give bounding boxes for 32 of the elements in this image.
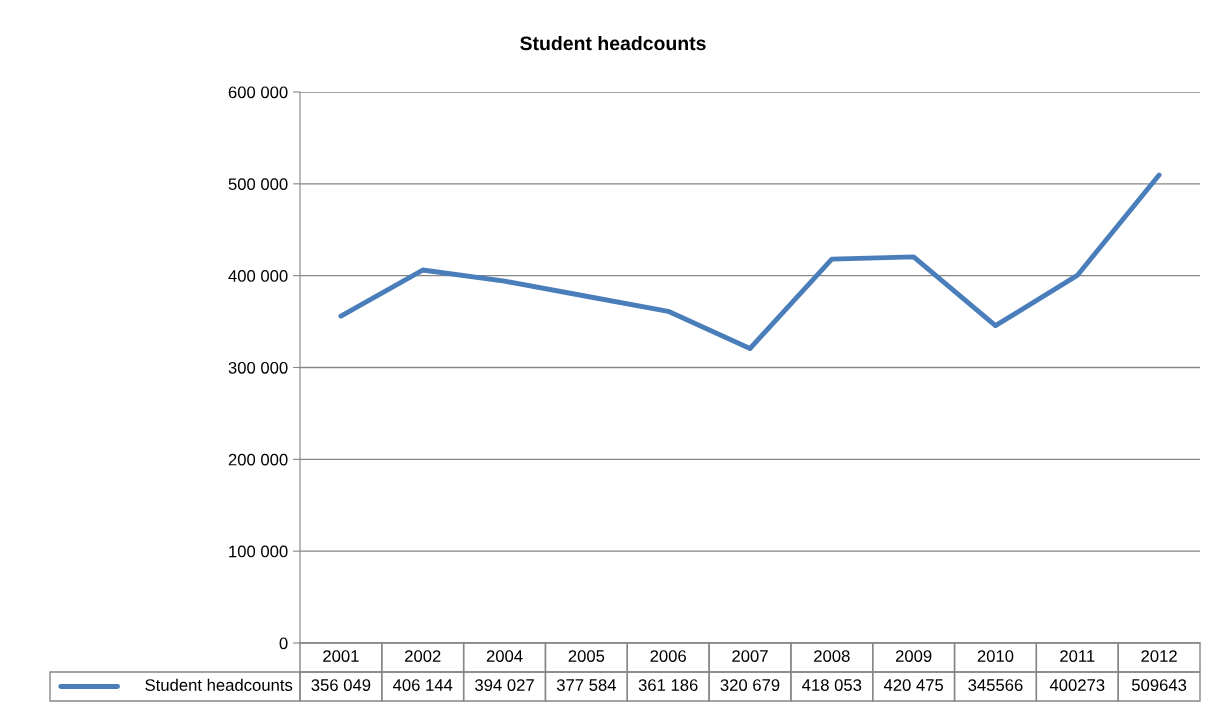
x-tick-label: 2011 xyxy=(1060,650,1095,662)
y-tick-label: 100 000 xyxy=(229,545,288,558)
y-tick-label: 300 000 xyxy=(228,361,288,374)
data-label: 394 027 xyxy=(475,679,534,691)
data-label: 509643 xyxy=(1131,679,1187,691)
y-tick-label: 400 000 xyxy=(228,270,288,282)
data-label: 356 049 xyxy=(311,679,371,691)
data-label: 377 584 xyxy=(556,679,616,691)
x-tick-label: 2007 xyxy=(732,650,768,662)
y-tick-label: 500 000 xyxy=(228,178,288,191)
data-label: 420 475 xyxy=(883,679,944,691)
data-label: 361 186 xyxy=(638,679,698,691)
x-tick-label: 2001 xyxy=(323,650,359,662)
data-label: 345566 xyxy=(968,679,1023,691)
y-tick-label: 200 000 xyxy=(228,453,288,466)
x-tick-label: 2008 xyxy=(814,650,850,662)
data-label: 320 679 xyxy=(720,679,780,691)
data-label: 418 053 xyxy=(802,679,862,691)
x-tick-label: 2012 xyxy=(1141,650,1177,662)
chart-title: Student headcounts xyxy=(520,35,706,51)
y-tick-label: 0 xyxy=(279,637,288,650)
x-tick-label: 2009 xyxy=(895,650,932,662)
line-series xyxy=(338,172,1162,351)
y-tick-label: 600 000 xyxy=(228,86,288,99)
x-tick-label: 2002 xyxy=(405,650,441,662)
data-label: 406 144 xyxy=(392,679,453,691)
x-tick-label: 2006 xyxy=(650,650,686,662)
data-label: 400273 xyxy=(1049,679,1105,691)
x-tick-label: 2010 xyxy=(977,650,1014,662)
x-tick-label: 2004 xyxy=(486,650,523,662)
legend-label: Student headcounts xyxy=(145,678,293,691)
x-tick-label: 2005 xyxy=(568,650,605,662)
